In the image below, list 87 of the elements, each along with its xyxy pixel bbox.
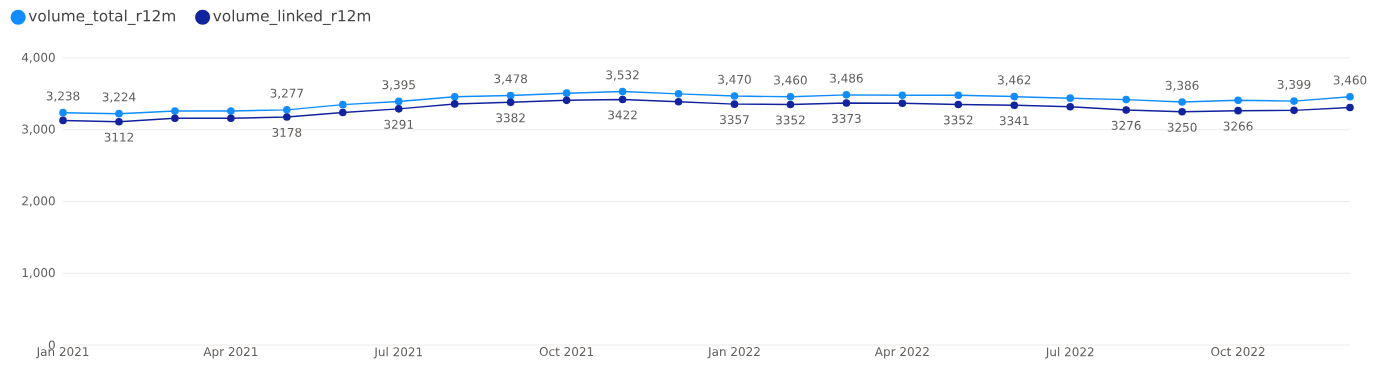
data-label: 3112 <box>104 132 134 142</box>
point <box>1122 95 1130 104</box>
point <box>506 91 515 100</box>
data-label: 3178 <box>272 127 302 137</box>
data-label: 3,386 <box>1165 80 1199 92</box>
data-label: 3,532 <box>606 70 639 81</box>
point <box>842 91 851 99</box>
point <box>618 95 627 104</box>
y-tick-label: 2,000 <box>22 196 55 207</box>
data-label: 3373 <box>832 113 861 123</box>
point <box>394 97 403 106</box>
point <box>339 108 347 117</box>
point <box>283 113 291 121</box>
point <box>1346 103 1354 112</box>
data-label: 3276 <box>1111 120 1141 130</box>
point <box>227 114 235 123</box>
point <box>1122 106 1130 114</box>
y-tick-label: 4,000 <box>21 52 55 64</box>
y-tick-label: 1,000 <box>22 268 55 279</box>
data-label: 3,486 <box>830 73 863 84</box>
point <box>786 100 795 109</box>
point <box>730 92 739 100</box>
x-tick-label: Jan 2022 <box>707 347 760 359</box>
point <box>1346 92 1354 101</box>
point <box>339 100 347 109</box>
point <box>1234 96 1242 105</box>
x-tick-label: Apr 2022 <box>874 347 929 359</box>
point <box>450 92 459 101</box>
x-tick-label: Oct 2021 <box>539 347 594 357</box>
point <box>786 92 795 101</box>
data-label: 3,395 <box>382 80 415 91</box>
y-tick-label: 3,000 <box>22 124 55 135</box>
point <box>730 100 739 108</box>
point <box>1178 108 1186 116</box>
data-label: 3,470 <box>718 74 751 86</box>
point <box>842 99 851 107</box>
point <box>59 108 67 117</box>
data-label: 3352 <box>776 115 805 125</box>
point <box>59 116 67 125</box>
point <box>115 117 123 126</box>
data-label: 3291 <box>384 119 413 129</box>
point <box>1010 92 1019 101</box>
point <box>954 100 963 109</box>
point <box>506 98 515 107</box>
data-label: 3422 <box>608 110 637 120</box>
data-label: 3,462 <box>998 75 1031 86</box>
point <box>1234 106 1242 115</box>
point <box>562 96 571 105</box>
data-label: 3357 <box>720 115 749 125</box>
data-label: 3,399 <box>1277 79 1311 91</box>
x-tick-label: Jul 2021 <box>373 347 423 359</box>
point <box>450 100 459 108</box>
point <box>954 91 963 100</box>
data-label: 3,460 <box>1333 75 1367 86</box>
point <box>898 91 907 100</box>
data-label: 3,238 <box>46 91 80 102</box>
data-label: 3352 <box>943 115 973 125</box>
legend-label: volume_total_r12m <box>28 9 175 25</box>
point <box>171 107 179 115</box>
point <box>171 114 179 123</box>
data-label: 3,460 <box>774 75 807 86</box>
data-label: 3,277 <box>270 88 303 99</box>
x-tick-label: Apr 2021 <box>203 347 258 359</box>
point <box>1010 101 1019 110</box>
point <box>674 90 683 98</box>
data-label: 3266 <box>1223 121 1253 131</box>
point <box>227 107 235 115</box>
point <box>1066 94 1075 102</box>
point <box>562 89 571 97</box>
data-label: 3382 <box>496 113 525 123</box>
data-label: 3250 <box>1167 122 1197 132</box>
point <box>394 105 403 113</box>
point <box>1290 106 1298 115</box>
point <box>1066 102 1075 111</box>
data-label: 3,478 <box>494 74 528 85</box>
legend-label: volume_linked_r12m <box>213 9 371 25</box>
x-tick-label: Jul 2022 <box>1045 347 1094 359</box>
x-tick-label: Oct 2022 <box>1211 347 1265 357</box>
point <box>898 99 907 107</box>
point <box>283 106 291 114</box>
data-label: 3341 <box>999 116 1029 126</box>
point <box>1290 97 1298 105</box>
point <box>674 97 683 106</box>
point <box>618 87 627 96</box>
data-label: 3,224 <box>102 92 136 103</box>
point <box>1178 98 1186 106</box>
point <box>115 109 123 118</box>
